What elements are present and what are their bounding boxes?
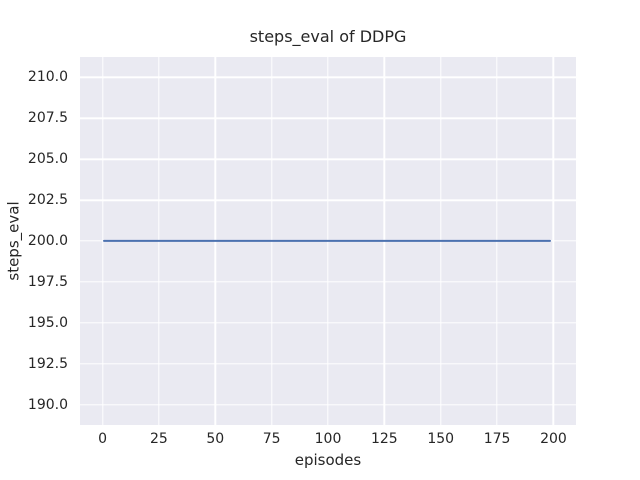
x-tick-label: 0 [98, 431, 107, 447]
y-tick-label: 200.0 [27, 233, 68, 249]
x-tick-label: 75 [262, 431, 281, 447]
chart-title: steps_eval of DDPG [249, 27, 407, 46]
y-tick-label: 210.0 [27, 69, 68, 86]
grid-line-horizontal [80, 117, 576, 120]
y-axis-tick-labels: 190.0 192.5 195.0 197.5 200.0 202.5 205.0 207.5… [0, 57, 68, 425]
grid-line-horizontal [80, 281, 576, 283]
grid-line-horizontal [80, 322, 576, 324]
y-axis-label: steps_eval [4, 201, 23, 281]
y-tick-label: 197.5 [27, 273, 68, 290]
grid-line-horizontal [80, 158, 576, 160]
x-tick-label: 175 [483, 431, 511, 447]
grid-line-horizontal [80, 362, 576, 365]
x-tick-label: 25 [149, 431, 168, 447]
series-line-ddpg [102, 239, 552, 243]
x-axis-label: episodes [294, 451, 362, 469]
x-tick-label: 125 [370, 431, 398, 447]
y-tick-label: 190.0 [27, 396, 68, 413]
plot-area [80, 57, 576, 425]
grid-line-horizontal [80, 403, 576, 406]
y-tick-label: 195.0 [27, 314, 68, 331]
x-tick-label: 200 [540, 431, 567, 447]
grid-line-horizontal [80, 76, 576, 79]
y-tick-label: 202.5 [27, 192, 68, 209]
x-tick-label: 150 [427, 431, 455, 447]
x-tick-label: 100 [314, 431, 342, 447]
y-tick-label: 205.0 [27, 151, 68, 168]
x-axis-tick-labels: 0 25 50 75 100 125 150 175 200 [80, 431, 576, 448]
y-tick-label: 207.5 [27, 110, 68, 127]
y-tick-label: 192.5 [27, 355, 68, 372]
x-tick-label: 50 [206, 431, 225, 447]
grid-line-horizontal [80, 199, 576, 201]
